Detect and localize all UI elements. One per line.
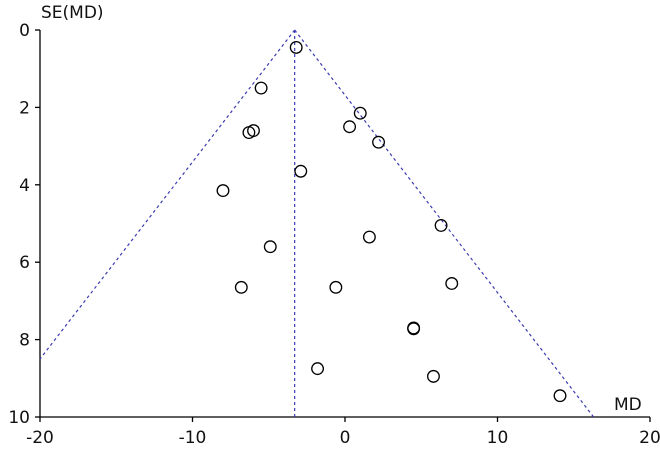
- data-point: [445, 277, 459, 290]
- data-point: [311, 362, 325, 376]
- data-point: [434, 218, 448, 232]
- x-tick-label: 0: [340, 428, 351, 448]
- funnel-left-line: [39, 29, 296, 360]
- funnel-right-line: [294, 29, 595, 418]
- y-axis-title: SE(MD): [41, 3, 104, 23]
- y-tick-label: 2: [19, 98, 30, 118]
- data-points: [216, 40, 567, 403]
- y-tick-label: 8: [19, 331, 30, 351]
- data-point: [289, 40, 303, 54]
- x-tick-label: 10: [487, 428, 509, 448]
- data-point: [427, 369, 440, 383]
- data-point: [242, 126, 256, 140]
- y-tick-label: 4: [19, 176, 30, 196]
- data-point: [254, 81, 268, 95]
- x-tick-label: -10: [179, 428, 207, 448]
- data-point: [329, 280, 343, 294]
- data-point: [407, 322, 421, 336]
- y-tick-label: 10: [8, 408, 30, 428]
- data-point: [263, 240, 277, 254]
- data-point: [362, 230, 376, 244]
- data-point: [234, 280, 248, 294]
- x-axis-title: MD: [614, 395, 642, 415]
- data-point: [343, 120, 357, 134]
- data-point: [353, 106, 367, 120]
- data-point: [372, 135, 386, 149]
- funnel-lines: [39, 29, 595, 418]
- y-tick-label: 0: [19, 21, 30, 41]
- x-tick-label: 20: [639, 428, 660, 448]
- data-point: [294, 164, 308, 178]
- y-tick-label: 6: [19, 253, 30, 273]
- data-point: [553, 389, 567, 403]
- data-point: [216, 184, 230, 198]
- x-tick-label: -20: [26, 428, 54, 448]
